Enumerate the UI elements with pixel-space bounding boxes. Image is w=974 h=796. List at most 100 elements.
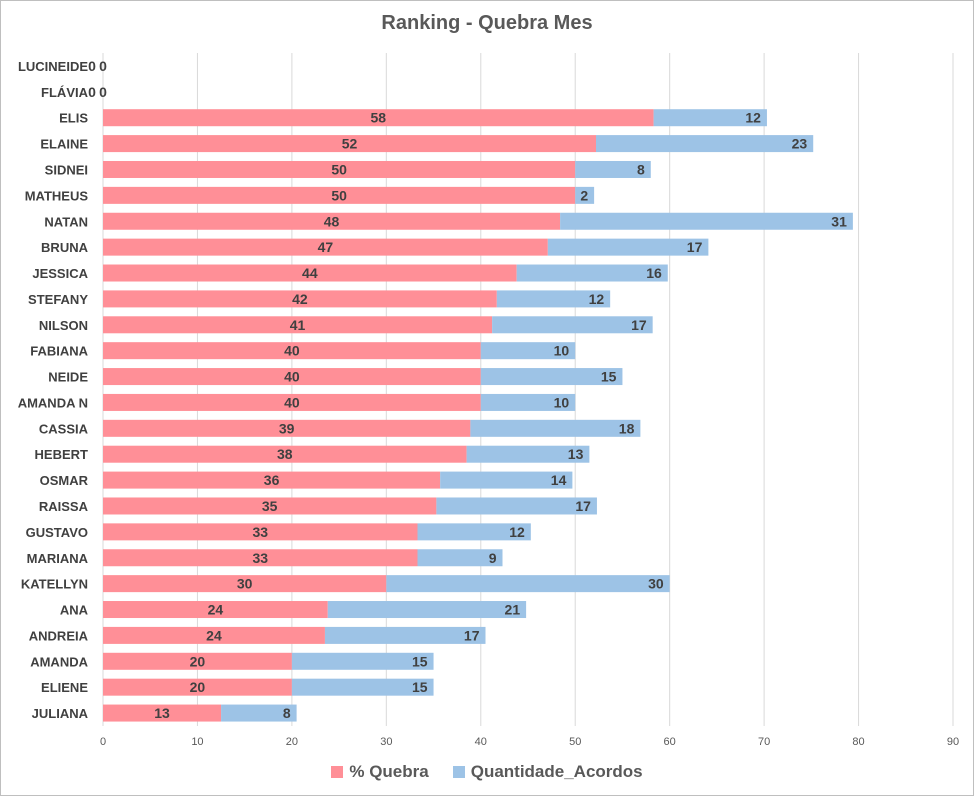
data-label: 15 <box>601 369 617 385</box>
y-category-label: STEFANY <box>28 292 88 307</box>
bar-quebra <box>103 549 418 567</box>
data-label: 0 <box>99 58 107 74</box>
data-label: 15 <box>412 653 428 669</box>
data-label: 52 <box>342 136 358 152</box>
bar-acordos <box>596 135 814 153</box>
bar-acordos <box>327 601 527 619</box>
legend-label-quebra: % Quebra <box>349 762 429 781</box>
bar-acordos <box>470 419 641 437</box>
bar-quebra <box>103 419 471 437</box>
data-label: 20 <box>190 679 206 695</box>
bar-acordos <box>466 445 590 463</box>
x-tick-label: 70 <box>758 736 770 748</box>
bar-acordos <box>324 626 486 644</box>
data-label: 13 <box>154 705 170 721</box>
data-label: 30 <box>237 576 253 592</box>
bar-acordos <box>417 523 531 541</box>
y-category-label: JESSICA <box>32 266 88 281</box>
legend-item-acordos: Quantidade_Acordos <box>452 762 643 782</box>
bar-acordos <box>480 342 576 360</box>
bar-quebra <box>103 393 481 411</box>
chart-title: Ranking - Quebra Mes <box>381 12 593 34</box>
bar-acordos <box>417 549 503 567</box>
bar-quebra <box>103 575 387 593</box>
y-category-label: RAISSA <box>39 499 89 514</box>
y-category-label: LUCINEIDE <box>18 59 88 74</box>
data-label: 31 <box>831 213 847 229</box>
data-label: 33 <box>252 550 268 566</box>
data-label: 23 <box>792 136 808 152</box>
bar-quebra <box>103 264 517 282</box>
x-tick-label: 60 <box>664 736 676 748</box>
bar-quebra <box>103 135 596 153</box>
data-label: 10 <box>554 394 570 410</box>
y-category-label: HEBERT <box>35 447 89 462</box>
data-label: 58 <box>371 110 387 126</box>
bar-quebra <box>103 601 328 619</box>
y-category-label: ANA <box>60 603 89 618</box>
y-category-label: CASSIA <box>39 421 89 436</box>
data-label: 20 <box>190 653 206 669</box>
legend-item-quebra: % Quebra <box>331 762 429 782</box>
data-label: 36 <box>264 472 280 488</box>
bar-acordos <box>653 109 767 127</box>
data-label: 24 <box>208 602 224 618</box>
data-label: 40 <box>284 369 300 385</box>
data-label: 0 <box>88 58 96 74</box>
data-label: 21 <box>505 602 521 618</box>
bar-acordos <box>575 186 595 204</box>
y-category-label: MATHEUS <box>25 188 89 203</box>
y-category-label: ELAINE <box>40 137 88 152</box>
data-label: 47 <box>318 239 334 255</box>
data-label: 17 <box>464 627 480 643</box>
data-label: 13 <box>568 446 584 462</box>
data-label: 0 <box>88 84 96 100</box>
data-label: 33 <box>252 524 268 540</box>
x-tick-label: 40 <box>475 736 487 748</box>
bar-acordos <box>291 652 434 670</box>
x-tick-label: 30 <box>380 736 392 748</box>
legend-label-acordos: Quantidade_Acordos <box>470 762 643 781</box>
data-label: 30 <box>648 576 664 592</box>
x-tick-label: 90 <box>947 736 959 748</box>
bar-quebra <box>103 626 325 644</box>
y-category-label: SIDNEI <box>45 162 88 177</box>
y-category-label: JULIANA <box>32 706 89 721</box>
data-label: 42 <box>292 291 308 307</box>
data-label: 50 <box>331 161 347 177</box>
bar-quebra <box>103 160 576 178</box>
data-label: 12 <box>745 110 761 126</box>
y-category-label: NEIDE <box>48 370 88 385</box>
data-label: 0 <box>99 84 107 100</box>
data-label: 17 <box>575 498 591 514</box>
chart-legend: % Quebra Quantidade_Acordos <box>0 762 974 782</box>
y-category-label: NATAN <box>44 214 88 229</box>
legend-swatch-quebra <box>331 766 344 778</box>
y-category-label: ELIS <box>59 111 88 126</box>
bar-quebra <box>103 212 561 230</box>
data-label: 35 <box>262 498 278 514</box>
y-category-label: KATELLYN <box>21 577 88 592</box>
y-category-label: ELIENE <box>41 680 88 695</box>
y-category-label: FLÁVIA <box>41 85 89 100</box>
data-label: 50 <box>331 187 347 203</box>
data-label: 2 <box>580 187 588 203</box>
bar-quebra <box>103 704 222 722</box>
x-tick-label: 50 <box>569 736 581 748</box>
bar-acordos <box>386 575 670 593</box>
data-label: 8 <box>637 161 645 177</box>
data-label: 12 <box>509 524 525 540</box>
bar-quebra <box>103 652 292 670</box>
y-category-label: NILSON <box>39 318 88 333</box>
bar-quebra <box>103 471 441 489</box>
x-tick-label: 10 <box>191 736 203 748</box>
data-label: 40 <box>284 343 300 359</box>
y-category-label: OSMAR <box>40 473 89 488</box>
x-tick-label: 0 <box>100 736 106 748</box>
data-label: 18 <box>619 420 635 436</box>
bar-acordos <box>440 471 573 489</box>
data-label: 8 <box>283 705 291 721</box>
bar-acordos <box>560 212 853 230</box>
y-category-label: ANDREIA <box>29 628 89 643</box>
